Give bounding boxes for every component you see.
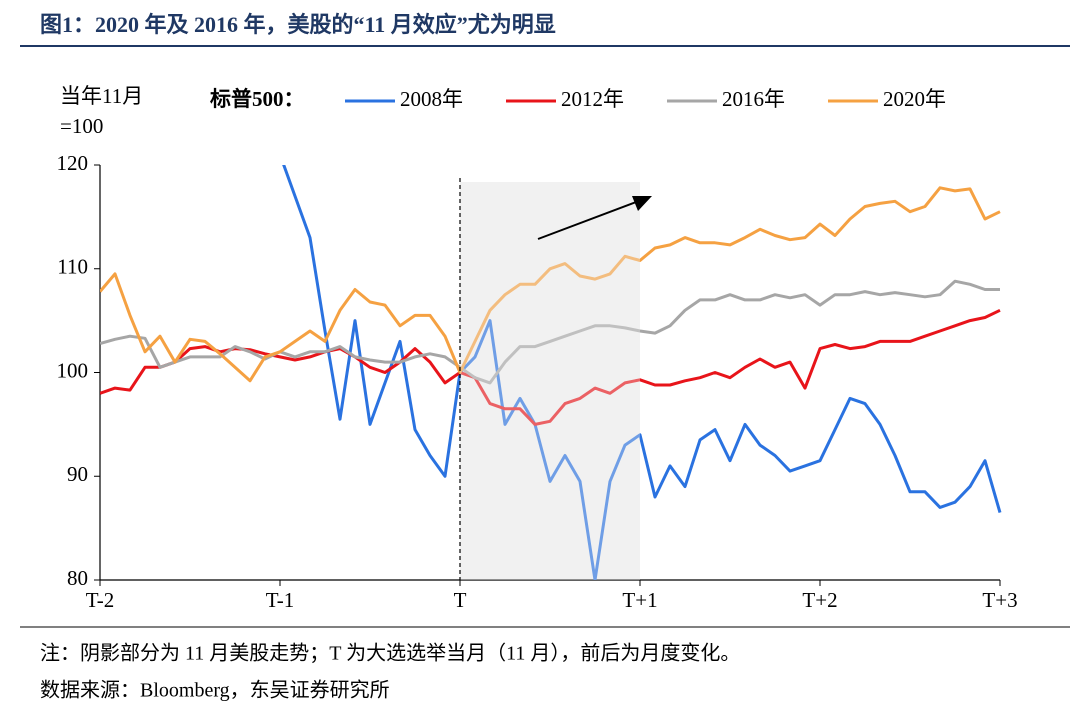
legend-title: 标普500：: [210, 87, 305, 111]
shaded-overlay: [460, 182, 640, 580]
y-tick-label: 110: [57, 255, 88, 279]
note: 注：阴影部分为 11 月美股走势；T 为大选选举当月（11 月），前后为月度变化…: [40, 642, 740, 665]
series-group: [100, 165, 1002, 580]
legend-label: 2020年: [883, 87, 946, 111]
y-tick-label: 120: [57, 151, 89, 175]
x-tick-label: T: [454, 588, 467, 612]
y-axis-label: 当年11月: [60, 84, 143, 108]
y-tick-label: 90: [67, 462, 88, 486]
series-line: [282, 165, 1002, 580]
trend-arrowhead: [632, 196, 652, 211]
x-tick-label: T+1: [622, 588, 657, 612]
series-line: [100, 308, 1001, 426]
source: 数据来源：Bloomberg，东吴证券研究所: [40, 679, 390, 702]
y-axis-label: =100: [60, 114, 103, 138]
x-tick-label: T-1: [266, 588, 294, 612]
chart-title: 图1：2020 年及 2016 年，美股的“11 月效应”尤为明显: [40, 12, 556, 37]
legend-label: 2016年: [722, 87, 785, 111]
y-tick-label: 80: [67, 566, 88, 590]
series-line: [100, 279, 1000, 385]
x-tick-label: T+3: [982, 588, 1017, 612]
legend-label: 2008年: [400, 87, 463, 111]
trend-arrow: [537, 201, 637, 240]
y-tick-label: 100: [57, 358, 89, 382]
x-tick-label: T-2: [86, 588, 114, 612]
x-tick-label: T+2: [802, 588, 837, 612]
series-line: [100, 186, 1001, 383]
legend-label: 2012年: [561, 87, 624, 111]
